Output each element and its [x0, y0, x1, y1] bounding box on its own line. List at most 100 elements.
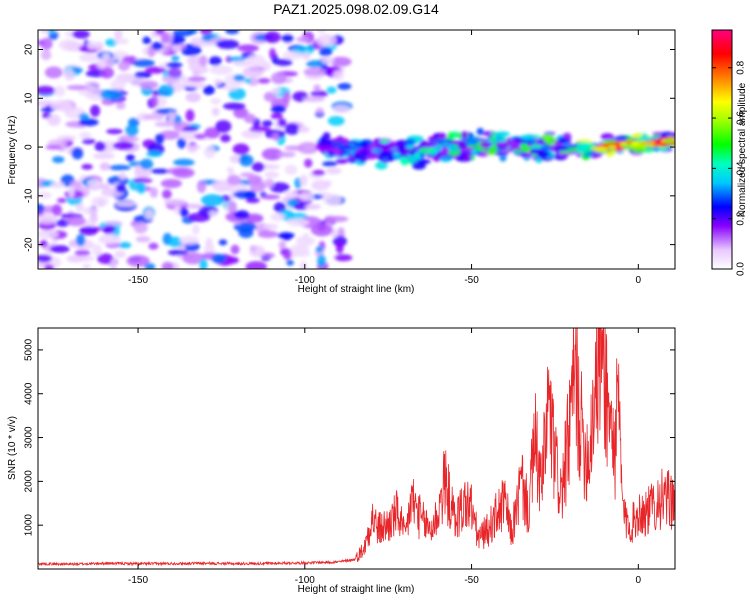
- noise-blob: [282, 248, 292, 260]
- noise-blob: [110, 258, 117, 269]
- noise-blob: [132, 59, 155, 68]
- noise-blob: [203, 145, 216, 159]
- noise-blob: [112, 141, 134, 150]
- signal-blob: [447, 132, 454, 140]
- noise-blob: [313, 84, 321, 92]
- noise-blob: [114, 30, 123, 40]
- noise-blob: [302, 51, 311, 61]
- noise-blob: [183, 82, 206, 88]
- noise-blob: [233, 60, 251, 67]
- noise-blob: [108, 164, 131, 171]
- noise-blob: [115, 183, 126, 193]
- noise-blob: [79, 226, 99, 236]
- noise-blob: [272, 133, 280, 141]
- signal-blob: [404, 138, 416, 145]
- bottom-x-tick-label: -150: [128, 575, 148, 586]
- noise-blob: [149, 187, 159, 198]
- noise-blob: [332, 235, 347, 247]
- noise-blob: [257, 230, 279, 238]
- noise-blob: [133, 177, 153, 184]
- noise-blob: [180, 43, 202, 57]
- noise-blob: [172, 30, 194, 37]
- signal-blob: [543, 144, 551, 151]
- noise-blob: [298, 192, 315, 202]
- noise-blob: [89, 104, 101, 117]
- noise-blob: [149, 168, 171, 174]
- noise-blob: [38, 39, 45, 46]
- noise-blob: [52, 156, 65, 164]
- noise-blob: [72, 67, 84, 73]
- signal-core-blob: [607, 144, 617, 149]
- noise-blob: [45, 144, 63, 150]
- noise-blob: [261, 148, 283, 161]
- noise-blob: [79, 53, 99, 63]
- signal-blob: [458, 152, 466, 160]
- noise-blob: [187, 144, 201, 150]
- noise-blob: [214, 78, 223, 86]
- noise-blob: [51, 204, 63, 217]
- noise-blob: [245, 261, 267, 269]
- bottom-y-ticks: 1000 2000 3000 4000 5000: [24, 338, 675, 536]
- noise-blob: [94, 141, 106, 152]
- noise-blob: [101, 52, 111, 61]
- noise-blob: [263, 31, 281, 44]
- top-y-tick-label: 10: [24, 92, 35, 104]
- noise-blob: [270, 87, 281, 95]
- noise-blob: [168, 236, 183, 248]
- signal-blob: [520, 134, 533, 140]
- noise-blob: [310, 223, 333, 237]
- noise-blob: [212, 179, 233, 193]
- noise-blob: [118, 172, 127, 180]
- noise-blob: [315, 246, 324, 253]
- noise-blob: [92, 243, 103, 257]
- noise-blob: [44, 66, 63, 79]
- noise-blob: [251, 162, 265, 172]
- signal-blob: [375, 161, 388, 170]
- signal-blob: [520, 142, 527, 149]
- noise-blob: [203, 243, 215, 256]
- signal-blob: [466, 141, 478, 146]
- noise-blob: [278, 240, 287, 250]
- bottom-y-tick-label: 1000: [24, 514, 35, 537]
- noise-blob: [49, 245, 70, 253]
- noise-blob: [44, 264, 55, 269]
- noise-blob: [215, 120, 232, 133]
- noise-blob: [160, 178, 183, 189]
- noise-blob: [133, 221, 148, 234]
- noise-blob: [270, 212, 285, 222]
- noise-blob: [322, 161, 338, 167]
- noise-blob: [158, 84, 175, 97]
- noise-blob: [167, 67, 182, 78]
- signal-blob: [328, 150, 335, 157]
- noise-blob: [302, 96, 325, 103]
- noise-blob: [172, 167, 195, 179]
- signal-blob: [399, 148, 405, 157]
- signal-blob: [460, 131, 468, 139]
- noise-blob: [202, 85, 215, 96]
- noise-blob: [125, 153, 135, 162]
- noise-blob: [286, 218, 310, 227]
- signal-blob: [476, 127, 485, 136]
- top-y-tick-label: -20: [24, 237, 35, 252]
- noise-blob: [86, 40, 98, 50]
- noise-blob: [233, 107, 249, 119]
- noise-blob: [117, 136, 140, 142]
- signal-blob: [558, 152, 571, 157]
- noise-region: [38, 30, 353, 269]
- noise-blob: [295, 235, 316, 247]
- noise-blob: [96, 57, 107, 69]
- noise-blob: [261, 61, 271, 72]
- noise-blob: [243, 113, 256, 124]
- noise-blob: [38, 214, 58, 224]
- bottom-x-axis-label: Height of straight line (km): [298, 584, 415, 595]
- bottom-x-tick-label: -100: [295, 575, 315, 586]
- signal-blob: [332, 138, 342, 143]
- noise-blob: [185, 109, 195, 122]
- noise-blob: [82, 138, 96, 145]
- noise-blob: [47, 114, 61, 126]
- noise-blob: [299, 174, 308, 187]
- noise-blob: [82, 219, 96, 228]
- signal-blob: [408, 150, 416, 156]
- noise-blob: [56, 135, 77, 141]
